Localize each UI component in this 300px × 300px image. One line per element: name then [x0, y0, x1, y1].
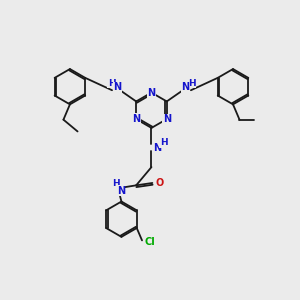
Text: H: H [108, 79, 115, 88]
Text: N: N [147, 88, 155, 98]
Text: N: N [182, 82, 190, 92]
Text: N: N [117, 186, 125, 196]
Text: H: H [188, 79, 195, 88]
Text: H: H [112, 179, 120, 188]
Text: O: O [156, 178, 164, 188]
Text: H: H [160, 138, 168, 147]
Text: N: N [163, 114, 171, 124]
Text: N: N [132, 114, 140, 124]
Text: N: N [153, 143, 161, 153]
Text: N: N [113, 82, 122, 92]
Text: Cl: Cl [145, 237, 156, 247]
